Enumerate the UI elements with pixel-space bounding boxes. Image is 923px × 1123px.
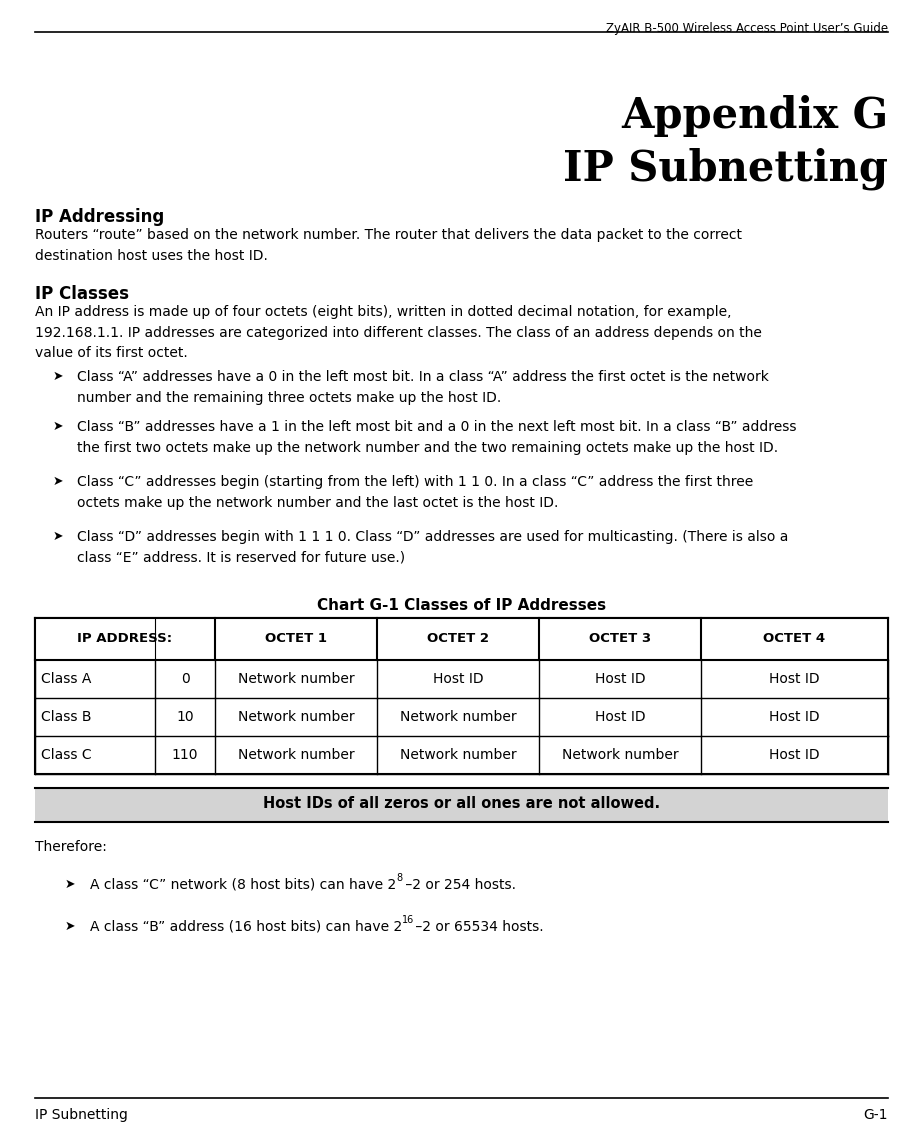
Text: 16: 16 (402, 915, 414, 925)
Text: ➤: ➤ (53, 475, 64, 489)
Text: Routers “route” based on the network number. The router that delivers the data p: Routers “route” based on the network num… (35, 228, 742, 263)
Text: Class “C” addresses begin (starting from the left) with 1 1 0. In a class “C” ad: Class “C” addresses begin (starting from… (77, 475, 753, 510)
Text: Network number: Network number (562, 748, 678, 763)
Text: –2 or 65534 hosts.: –2 or 65534 hosts. (412, 920, 544, 934)
Text: IP Subnetting: IP Subnetting (35, 1108, 128, 1122)
Text: G-1: G-1 (864, 1108, 888, 1122)
Text: Therefore:: Therefore: (35, 840, 107, 853)
Text: IP ADDRESS:: IP ADDRESS: (78, 632, 173, 645)
Text: ➤: ➤ (53, 369, 64, 383)
Text: OCTET 3: OCTET 3 (589, 632, 651, 645)
Text: An IP address is made up of four octets (eight bits), written in dotted decimal : An IP address is made up of four octets … (35, 305, 761, 360)
Text: Class A: Class A (41, 672, 91, 686)
Text: 8: 8 (396, 873, 402, 883)
Text: Host ID: Host ID (594, 672, 645, 686)
Text: A class “C” network (8 host bits) can have 2: A class “C” network (8 host bits) can ha… (90, 878, 396, 892)
Bar (35, 618, 888, 660)
Text: 0: 0 (181, 672, 189, 686)
Text: ZyAIR B-500 Wireless Access Point User’s Guide: ZyAIR B-500 Wireless Access Point User’s… (605, 22, 888, 35)
Text: Appendix G: Appendix G (621, 95, 888, 137)
Text: IP Subnetting: IP Subnetting (563, 148, 888, 191)
Text: ➤: ➤ (53, 420, 64, 433)
Text: Host ID: Host ID (769, 710, 820, 724)
Text: –2 or 254 hosts.: –2 or 254 hosts. (401, 878, 516, 892)
Text: Class “A” addresses have a 0 in the left most bit. In a class “A” address the fi: Class “A” addresses have a 0 in the left… (77, 369, 769, 404)
Text: OCTET 4: OCTET 4 (763, 632, 825, 645)
Text: Network number: Network number (400, 710, 516, 724)
Text: A class “B” address (16 host bits) can have 2: A class “B” address (16 host bits) can h… (90, 920, 402, 934)
Text: Host ID: Host ID (769, 748, 820, 763)
Text: Class C: Class C (41, 748, 91, 763)
Text: ➤: ➤ (53, 530, 64, 544)
Text: 10: 10 (176, 710, 194, 724)
Text: Host IDs of all zeros or all ones are not allowed.: Host IDs of all zeros or all ones are no… (263, 796, 660, 811)
Text: Class “D” addresses begin with 1 1 1 0. Class “D” addresses are used for multica: Class “D” addresses begin with 1 1 1 0. … (77, 530, 788, 565)
Text: IP Classes: IP Classes (35, 285, 129, 303)
Text: Network number: Network number (238, 710, 354, 724)
Bar (35, 618, 888, 774)
Text: Host ID: Host ID (433, 672, 484, 686)
Text: OCTET 1: OCTET 1 (265, 632, 327, 645)
Text: Network number: Network number (400, 748, 516, 763)
Text: IP Addressing: IP Addressing (35, 208, 164, 226)
Text: Class “B” addresses have a 1 in the left most bit and a 0 in the next left most : Class “B” addresses have a 1 in the left… (77, 420, 797, 455)
Text: OCTET 2: OCTET 2 (427, 632, 489, 645)
Text: Network number: Network number (238, 672, 354, 686)
Text: 110: 110 (172, 748, 198, 763)
Bar (35, 788, 888, 822)
Text: Class B: Class B (41, 710, 91, 724)
Text: Chart G-1 Classes of IP Addresses: Chart G-1 Classes of IP Addresses (317, 599, 606, 613)
Text: ➤: ➤ (65, 878, 76, 891)
Text: Network number: Network number (238, 748, 354, 763)
Text: Host ID: Host ID (594, 710, 645, 724)
Text: ➤: ➤ (65, 920, 76, 933)
Text: Host ID: Host ID (769, 672, 820, 686)
